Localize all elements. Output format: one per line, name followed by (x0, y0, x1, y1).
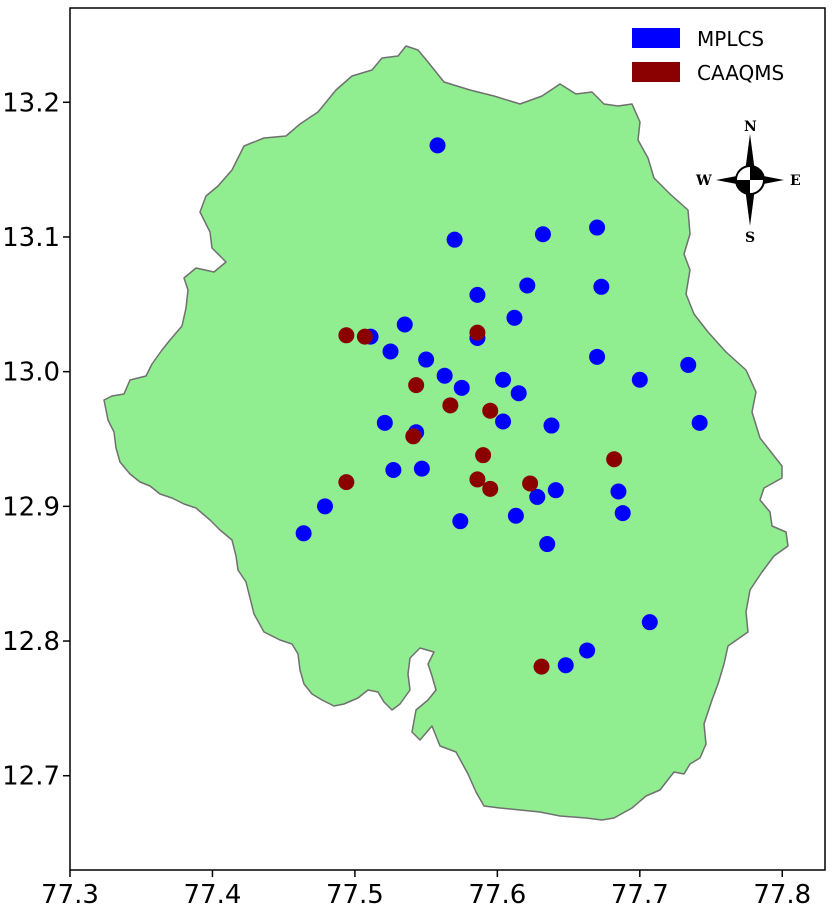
x-tick-label: 77.3 (41, 880, 99, 910)
caaqms-station-point (469, 471, 486, 488)
caaqms-station-point (482, 402, 499, 419)
legend-swatch-caaqms (632, 62, 680, 82)
x-tick-label: 77.7 (611, 880, 669, 910)
y-axis-ticks: 12.7 12.8 12.9 13.0 13.1 13.2 (2, 88, 70, 792)
compass-north-label: N (744, 119, 757, 135)
compass-west-label: W (695, 173, 712, 189)
mplcs-station-point (641, 614, 658, 631)
mplcs-station-point (446, 231, 463, 248)
legend-label-caaqms: CAAQMS (697, 61, 784, 85)
mplcs-station-point (547, 482, 564, 499)
mplcs-station-point (510, 385, 527, 402)
caaqms-station-point (469, 324, 486, 341)
mplcs-station-point (316, 498, 333, 515)
mplcs-station-point (593, 278, 610, 295)
mplcs-station-point (469, 286, 486, 303)
mplcs-station-point (507, 507, 524, 524)
mplcs-station-point (453, 379, 470, 396)
y-tick-label: 13.1 (2, 223, 60, 253)
compass-rose-icon: N S W E (695, 119, 801, 246)
caaqms-station-point (482, 480, 499, 497)
mplcs-station-point (589, 219, 606, 236)
mplcs-station-point (691, 414, 708, 431)
mplcs-station-point (543, 417, 560, 434)
caaqms-station-point (405, 428, 422, 445)
mplcs-station-point (506, 309, 523, 326)
mplcs-station-point (529, 488, 546, 505)
city-boundary-region (103, 45, 789, 821)
mplcs-station-point (376, 414, 393, 431)
mplcs-station-point (418, 351, 435, 368)
mplcs-station-point (382, 343, 399, 360)
compass-east-label: E (790, 173, 801, 189)
mplcs-station-point (413, 460, 430, 477)
caaqms-station-point (356, 328, 373, 345)
mplcs-station-point (614, 505, 631, 522)
station-points (295, 137, 708, 675)
mplcs-station-point (589, 348, 606, 365)
mplcs-station-point (579, 642, 596, 659)
legend-label-mplcs: MPLCS (697, 27, 764, 51)
mplcs-station-point (539, 536, 556, 553)
x-tick-label: 77.4 (184, 880, 242, 910)
mplcs-station-point (452, 513, 469, 530)
mplcs-station-point (385, 461, 402, 478)
caaqms-station-point (606, 451, 623, 468)
x-axis-ticks: 77.3 77.4 77.5 77.6 77.7 77.8 (41, 870, 811, 910)
x-tick-label: 77.5 (326, 880, 384, 910)
caaqms-station-point (522, 475, 539, 492)
mplcs-station-point (610, 483, 627, 500)
legend-swatch-mplcs (632, 28, 680, 48)
mplcs-station-point (680, 356, 697, 373)
mplcs-station-point (396, 316, 413, 333)
mplcs-station-point (295, 525, 312, 542)
caaqms-station-point (533, 658, 550, 675)
plot-frame (69, 7, 826, 871)
y-tick-label: 12.8 (2, 627, 60, 657)
mplcs-station-point (534, 226, 551, 243)
mplcs-station-point (557, 657, 574, 674)
mplcs-station-point (631, 371, 648, 388)
caaqms-station-point (475, 447, 492, 464)
mplcs-station-point (495, 413, 512, 430)
mplcs-station-point (436, 367, 453, 384)
compass-south-label: S (745, 230, 755, 246)
caaqms-station-point (338, 327, 355, 344)
caaqms-station-point (338, 474, 355, 491)
legend: MPLCS CAAQMS (632, 27, 784, 85)
x-tick-label: 77.6 (468, 880, 526, 910)
mplcs-station-point (429, 137, 446, 154)
caaqms-station-point (442, 397, 459, 414)
mplcs-station-point (495, 371, 512, 388)
caaqms-station-point (408, 377, 425, 394)
y-tick-label: 13.2 (2, 88, 60, 118)
y-tick-label: 12.7 (2, 762, 60, 792)
y-tick-label: 12.9 (2, 492, 60, 522)
y-tick-label: 13.0 (2, 358, 60, 388)
x-tick-label: 77.8 (753, 880, 811, 910)
mplcs-station-point (519, 277, 536, 294)
